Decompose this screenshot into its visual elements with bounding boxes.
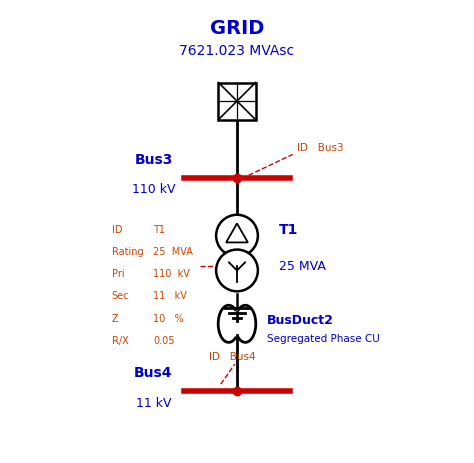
Polygon shape: [226, 224, 248, 243]
Text: 110 kV: 110 kV: [132, 183, 175, 196]
Text: 110  kV: 110 kV: [154, 269, 191, 279]
Text: 11   kV: 11 kV: [154, 291, 187, 301]
Text: 7621.023 MVAsc: 7621.023 MVAsc: [180, 44, 294, 58]
Text: ID   Bus3: ID Bus3: [297, 143, 344, 153]
Circle shape: [216, 215, 258, 257]
Text: Z: Z: [112, 313, 118, 323]
Text: R/X: R/X: [112, 335, 128, 345]
Text: 10   %: 10 %: [154, 313, 184, 323]
Text: Bus4: Bus4: [134, 366, 173, 380]
Text: Pri: Pri: [112, 269, 124, 279]
Bar: [219, 83, 255, 120]
Text: 11 kV: 11 kV: [136, 396, 171, 409]
Text: GRID: GRID: [210, 19, 264, 38]
Text: BusDuct2: BusDuct2: [267, 313, 334, 326]
Text: ID   Bus4: ID Bus4: [209, 351, 256, 361]
Text: T1: T1: [154, 224, 165, 234]
Text: ID: ID: [112, 224, 122, 234]
Text: Rating: Rating: [112, 246, 143, 257]
Text: Bus3: Bus3: [134, 153, 173, 167]
Circle shape: [216, 250, 258, 292]
Text: Sec: Sec: [112, 291, 129, 301]
Text: 0.05: 0.05: [154, 335, 175, 345]
Text: 25 MVA: 25 MVA: [279, 260, 326, 273]
Text: Segregated Phase CU: Segregated Phase CU: [267, 333, 380, 343]
Text: 25  MVA: 25 MVA: [154, 246, 193, 257]
Text: T1: T1: [279, 222, 298, 236]
